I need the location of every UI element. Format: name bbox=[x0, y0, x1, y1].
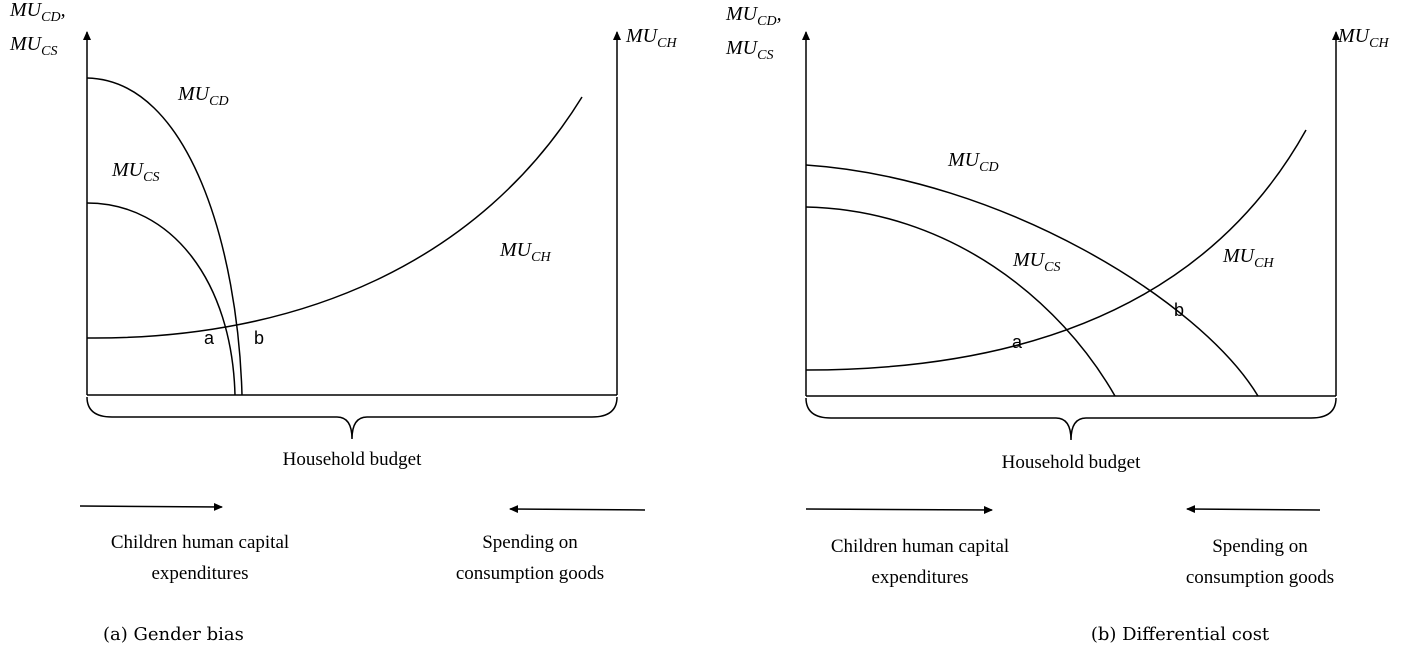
axis-label: MUCH bbox=[625, 25, 677, 51]
curve-label: MUCS bbox=[1012, 249, 1060, 275]
budget-brace bbox=[86, 396, 618, 440]
mu-main: MU bbox=[9, 0, 43, 21]
axis-label: MUCD, bbox=[9, 0, 66, 25]
point-label: a bbox=[1012, 332, 1023, 352]
mu-subscript: CH bbox=[531, 250, 551, 265]
budget-label: Household budget bbox=[1002, 452, 1142, 473]
mu-main: MU bbox=[1012, 249, 1046, 271]
curve bbox=[86, 96, 583, 339]
curve-label: MUCH bbox=[1222, 245, 1274, 271]
mu-subscript: CH bbox=[1369, 36, 1389, 51]
arrow-label: Spending on bbox=[482, 532, 578, 553]
mu-subscript: CD bbox=[209, 94, 228, 109]
mu-subscript: CD bbox=[979, 160, 998, 175]
mu-main: MU bbox=[1222, 245, 1256, 267]
curve bbox=[86, 202, 236, 396]
point-label: b bbox=[254, 328, 264, 348]
arrow-label: expenditures bbox=[151, 563, 248, 584]
mu-main: MU bbox=[1337, 25, 1371, 47]
curve bbox=[86, 77, 243, 396]
point-label: b bbox=[1174, 300, 1184, 320]
arrow-label: expenditures bbox=[871, 567, 968, 588]
arrow-left bbox=[1186, 505, 1321, 514]
arrow-label: consumption goods bbox=[1186, 567, 1334, 588]
mu-punct: , bbox=[777, 3, 782, 25]
mu-main: MU bbox=[625, 25, 659, 47]
axis-label: MUCD, bbox=[725, 3, 782, 29]
curve-label: MUCD bbox=[177, 83, 229, 109]
curve-label: MUCS bbox=[111, 159, 159, 185]
mu-main: MU bbox=[9, 33, 43, 55]
curve-label: MUCH bbox=[499, 239, 551, 265]
mu-subscript: CS bbox=[757, 48, 773, 63]
mu-main: MU bbox=[111, 159, 145, 181]
budget-brace bbox=[805, 397, 1337, 441]
budget-label: Household budget bbox=[283, 449, 423, 470]
mu-subscript: CS bbox=[41, 44, 57, 59]
mu-subscript: CH bbox=[657, 36, 677, 51]
arrow-right bbox=[805, 505, 993, 514]
curve bbox=[805, 129, 1307, 371]
mu-main: MU bbox=[499, 239, 533, 261]
arrow-label: Children human capital bbox=[111, 532, 289, 553]
mu-subscript: CD bbox=[757, 14, 776, 29]
mu-main: MU bbox=[725, 37, 759, 59]
mu-subscript: CS bbox=[1044, 260, 1060, 275]
arrow-label: Spending on bbox=[1212, 536, 1308, 557]
mu-punct: , bbox=[61, 0, 66, 21]
axis-label: MUCS bbox=[725, 37, 773, 63]
axis-label: MUCH bbox=[1337, 25, 1389, 51]
arrow-right bbox=[79, 502, 223, 511]
curve bbox=[805, 206, 1116, 397]
mu-subscript: CD bbox=[41, 10, 60, 25]
caption: (a) Gender bias bbox=[103, 624, 244, 645]
mu-main: MU bbox=[725, 3, 759, 25]
mu-subscript: CH bbox=[1254, 256, 1274, 271]
arrow-label: Children human capital bbox=[831, 536, 1009, 557]
axis-label: MUCS bbox=[9, 33, 57, 59]
mu-main: MU bbox=[177, 83, 211, 105]
mu-main: MU bbox=[947, 149, 981, 171]
arrow-label: consumption goods bbox=[456, 563, 604, 584]
point-label: a bbox=[204, 328, 215, 348]
curve bbox=[805, 164, 1259, 397]
arrow-left bbox=[509, 505, 646, 514]
curve-label: MUCD bbox=[947, 149, 999, 175]
mu-subscript: CS bbox=[143, 170, 159, 185]
caption: (b) Differential cost bbox=[1091, 624, 1270, 645]
